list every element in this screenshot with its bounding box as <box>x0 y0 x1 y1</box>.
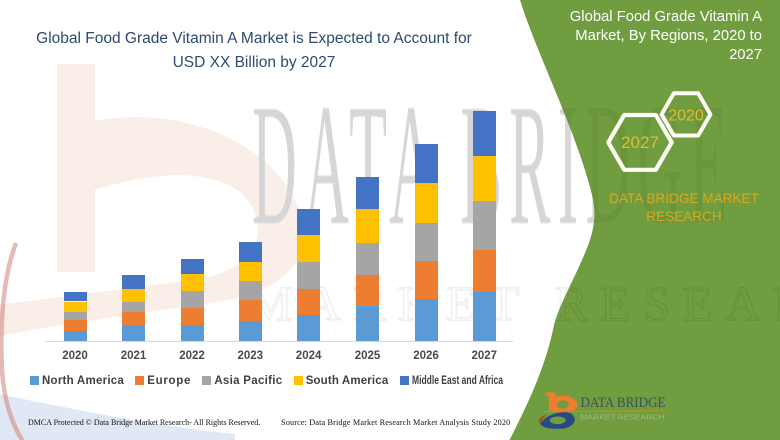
svg-text:2027: 2027 <box>621 133 659 152</box>
svg-text:2020: 2020 <box>668 108 704 125</box>
svg-text:MARKET RESEARCH: MARKET RESEARCH <box>581 415 665 422</box>
svg-text:DATA BRIDGE: DATA BRIDGE <box>581 395 666 411</box>
svg-text:MARKET RESEARCH: MARKET RESEARCH <box>248 275 780 331</box>
